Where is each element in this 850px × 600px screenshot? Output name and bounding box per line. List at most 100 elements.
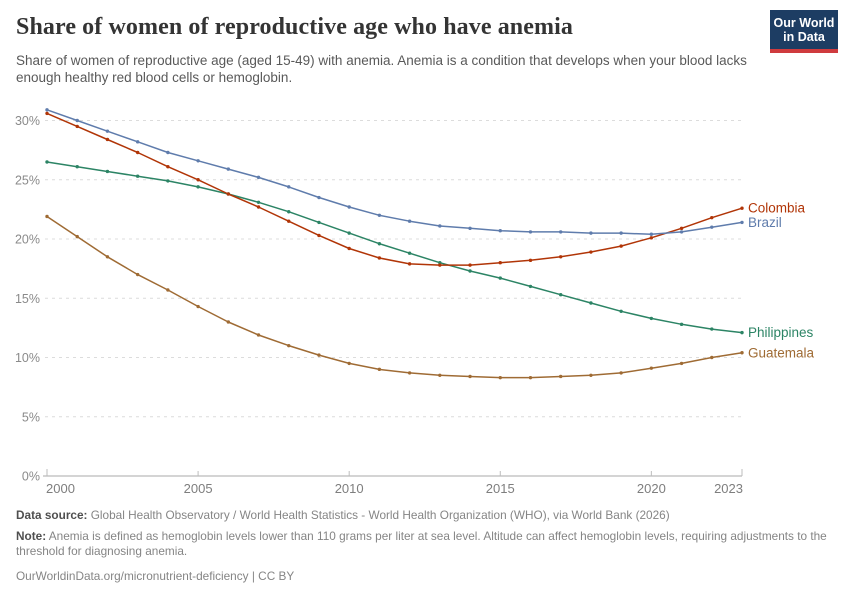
data-point-brazil-2016 — [528, 230, 533, 234]
data-point-philippines-2019 — [619, 309, 623, 313]
data-source-text: Global Health Observatory / World Health… — [90, 508, 670, 522]
y-tick-label-25: 25% — [15, 173, 40, 187]
data-point-guatemala-2007 — [256, 333, 261, 337]
y-tick-label-5: 5% — [22, 410, 40, 424]
data-point-guatemala-2002 — [105, 255, 110, 259]
data-point-colombia-2002 — [105, 137, 110, 142]
line-philippines[interactable] — [46, 161, 743, 334]
data-point-guatemala-2009 — [317, 353, 321, 357]
data-point-philippines-2023 — [740, 330, 744, 335]
data-point-colombia-2008 — [287, 219, 291, 223]
x-tick-label-2015: 2015 — [486, 481, 515, 496]
data-point-colombia-2010 — [347, 246, 351, 251]
data-point-philippines-2003 — [135, 174, 140, 178]
series-label-philippines[interactable]: Philippines — [748, 325, 814, 340]
data-point-philippines-2001 — [75, 165, 79, 169]
line-brazil[interactable] — [46, 109, 743, 236]
data-point-philippines-2017 — [558, 292, 563, 297]
data-point-colombia-2006 — [226, 192, 231, 196]
data-point-guatemala-2021 — [679, 361, 684, 366]
data-point-colombia-2009 — [317, 233, 321, 238]
data-point-colombia-2001 — [75, 124, 79, 129]
data-point-colombia-2023 — [740, 206, 744, 210]
y-tick-label-20: 20% — [15, 233, 40, 247]
x-tick-label-2010: 2010 — [335, 481, 364, 496]
footer-url-line: OurWorldinData.org/micronutrient-deficie… — [16, 569, 840, 585]
data-point-philippines-2011 — [377, 242, 382, 246]
line-colombia[interactable] — [46, 112, 743, 266]
data-point-guatemala-2005 — [196, 304, 200, 309]
data-point-colombia-2021 — [679, 226, 684, 231]
data-point-brazil-2010 — [347, 205, 351, 209]
y-tick-label-15: 15% — [15, 292, 40, 306]
data-point-colombia-2017 — [558, 255, 563, 259]
data-point-brazil-2013 — [438, 224, 442, 228]
data-point-colombia-2019 — [619, 244, 623, 248]
data-point-colombia-2004 — [166, 165, 170, 169]
note-text: Anemia is defined as hemoglobin levels l… — [16, 528, 827, 559]
data-point-brazil-2021 — [679, 230, 684, 234]
owid-logo[interactable]: Our World in Data — [770, 10, 838, 53]
data-point-guatemala-2018 — [589, 373, 593, 377]
x-tick-label-2020: 2020 — [637, 481, 666, 496]
data-point-colombia-2013 — [438, 263, 442, 267]
data-point-colombia-2007 — [256, 205, 261, 209]
note-line: Note: Anemia is defined as hemoglobin le… — [16, 529, 840, 560]
data-point-philippines-2004 — [166, 179, 170, 183]
data-point-brazil-2022 — [710, 225, 714, 229]
data-point-colombia-2000 — [45, 111, 49, 116]
line-guatemala[interactable] — [46, 215, 743, 379]
data-point-brazil-2004 — [166, 150, 170, 155]
data-point-guatemala-2013 — [438, 373, 442, 377]
data-point-guatemala-2015 — [498, 375, 502, 380]
note-label: Note: — [16, 528, 47, 543]
data-point-philippines-2021 — [679, 322, 684, 327]
data-point-brazil-2011 — [377, 213, 382, 217]
data-point-brazil-2017 — [558, 230, 563, 234]
chart-footer: Data source: Global Health Observatory /… — [16, 508, 840, 584]
data-point-brazil-2020 — [649, 232, 654, 236]
data-point-colombia-2016 — [528, 258, 533, 263]
data-point-guatemala-2006 — [226, 320, 231, 324]
data-point-colombia-2022 — [710, 215, 714, 220]
series-label-colombia[interactable]: Colombia — [748, 201, 806, 216]
data-point-philippines-2014 — [468, 269, 472, 273]
data-point-philippines-2000 — [45, 160, 49, 164]
data-point-guatemala-2023 — [740, 351, 744, 355]
footer-separator: | — [248, 568, 259, 583]
footer-link[interactable]: OurWorldinData.org/micronutrient-deficie… — [16, 568, 249, 583]
data-source-label: Data source: — [16, 508, 88, 522]
data-point-colombia-2012 — [407, 262, 412, 266]
data-point-guatemala-2017 — [558, 374, 563, 379]
data-point-colombia-2003 — [135, 150, 140, 155]
data-point-guatemala-2020 — [649, 366, 654, 370]
data-point-philippines-2020 — [649, 316, 654, 321]
data-point-philippines-2005 — [196, 185, 200, 189]
data-point-brazil-2006 — [226, 167, 231, 171]
data-point-guatemala-2011 — [377, 367, 382, 372]
data-point-colombia-2020 — [649, 236, 654, 240]
data-point-brazil-2015 — [498, 229, 502, 233]
data-point-philippines-2015 — [498, 276, 502, 280]
data-point-colombia-2015 — [498, 261, 502, 265]
series-label-brazil[interactable]: Brazil — [748, 215, 782, 230]
data-point-brazil-2002 — [105, 129, 110, 133]
data-point-philippines-2008 — [287, 210, 291, 214]
data-point-brazil-2001 — [75, 118, 79, 123]
data-point-philippines-2012 — [407, 251, 412, 255]
data-point-colombia-2011 — [377, 256, 382, 260]
owid-logo-line2: in Data — [783, 29, 825, 44]
data-point-philippines-2009 — [317, 220, 321, 225]
y-tick-label-10: 10% — [15, 351, 40, 365]
data-point-brazil-2005 — [196, 159, 200, 163]
footer-license[interactable]: CC BY — [258, 568, 295, 583]
data-point-colombia-2018 — [589, 250, 593, 254]
data-point-philippines-2022 — [710, 327, 714, 331]
data-point-brazil-2014 — [468, 226, 472, 231]
data-point-guatemala-2016 — [528, 375, 533, 380]
data-point-philippines-2018 — [589, 301, 593, 305]
data-point-guatemala-2022 — [710, 355, 714, 360]
data-point-brazil-2008 — [287, 185, 291, 189]
series-label-guatemala[interactable]: Guatemala — [748, 345, 815, 360]
